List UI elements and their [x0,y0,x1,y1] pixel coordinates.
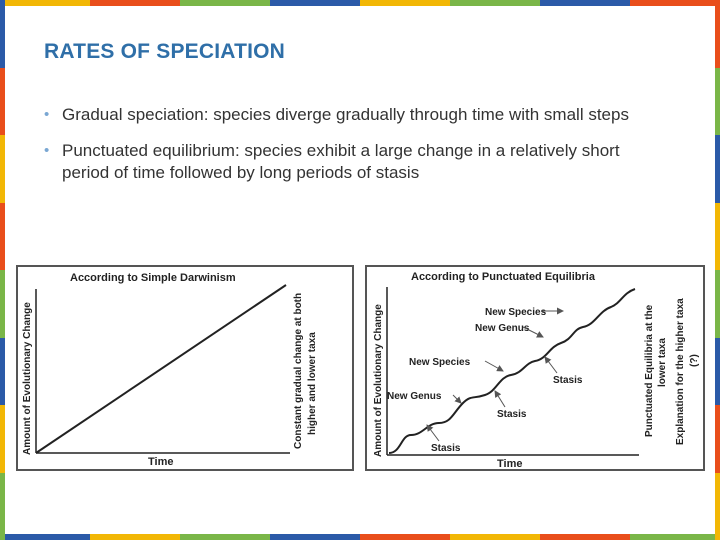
arrow-stasis-mid [494,390,506,408]
border-segment [0,0,5,68]
right-border [715,0,720,540]
border-segment [0,135,5,203]
punctuated-side-label-4: (?) [689,354,700,367]
punctuated-side-label-3: Explanation for the higher taxa [675,298,686,445]
gradualism-side-label-1: Constant gradual change at both [293,293,304,449]
bullet-dot: • [44,142,50,159]
annotation-stasis-bottom: Stasis [431,443,461,454]
top-border [0,0,720,6]
border-segment [0,337,5,405]
border-segment [630,534,720,540]
annotation-new-species-mid: New Species [409,357,471,368]
border-segment [180,534,270,540]
border-segment [0,67,5,135]
punctuated-x-axis-label: Time [497,458,522,469]
annotation-new-genus-low: New Genus [387,391,442,402]
gradualism-svg: According to Simple Darwinism Amount of … [22,272,318,468]
gradualism-trend-line [35,284,287,454]
border-segment [715,270,720,338]
arrow-stasis-right [544,356,558,374]
slide-title: RATES OF SPECIATION [44,40,286,63]
border-segment [0,270,5,338]
gradualism-y-axis-label: Amount of Evolutionary Change [22,302,33,455]
arrow-new-genus-low [452,394,462,404]
annotation-new-genus-top: New Genus [475,323,530,334]
bullet-dot: • [44,106,50,123]
border-segment [270,0,360,6]
bullet-item: • Gradual speciation: species diverge gr… [44,104,664,126]
border-segment [0,405,5,473]
border-segment [630,0,720,6]
punctuated-y-axis-label: Amount of Evolutionary Change [373,304,384,457]
border-segment [450,0,540,6]
arrow-stasis-bottom [426,424,440,442]
gradualism-x-axis-label: Time [148,456,173,468]
border-segment [715,135,720,203]
punctuated-side-label-2: lower taxa [657,338,668,387]
border-segment [0,472,5,540]
annotation-new-species-top: New Species [485,307,547,318]
border-segment [715,67,720,135]
bottom-border [0,534,720,540]
punctuated-side-label-1: Punctuated Equilibria at the [644,304,655,437]
border-segment [450,534,540,540]
bullet-text: Gradual speciation: species diverge grad… [62,105,629,124]
border-segment [540,534,630,540]
bullet-item: • Punctuated equilibrium: species exhibi… [44,140,664,184]
border-segment [90,0,180,6]
border-segment [360,534,450,540]
arrow-new-species-mid [484,360,504,372]
border-segment [0,202,5,270]
border-segment [715,0,720,68]
gradualism-side-label-2: higher and lower taxa [307,332,318,435]
annotation-stasis-right: Stasis [553,375,583,386]
border-segment [90,534,180,540]
gradualism-title: According to Simple Darwinism [70,272,236,284]
border-segment [0,534,90,540]
bullet-list: • Gradual speciation: species diverge gr… [44,104,664,198]
border-segment [715,405,720,473]
arrow-new-genus-top [522,326,544,338]
punctuated-title: According to Punctuated Equilibria [411,271,596,283]
border-segment [270,534,360,540]
gradualism-diagram: According to Simple Darwinism Amount of … [16,265,354,471]
bullet-text: Punctuated equilibrium: species exhibit … [62,141,620,182]
border-segment [715,472,720,540]
border-segment [180,0,270,6]
punctuated-svg: According to Punctuated Equilibria Amoun… [373,271,700,470]
punctuated-equilibrium-diagram: According to Punctuated Equilibria Amoun… [365,265,705,471]
border-segment [0,0,90,6]
left-border [0,0,5,540]
border-segment [540,0,630,6]
border-segment [360,0,450,6]
border-segment [715,202,720,270]
border-segment [715,337,720,405]
annotation-stasis-mid: Stasis [497,409,527,420]
